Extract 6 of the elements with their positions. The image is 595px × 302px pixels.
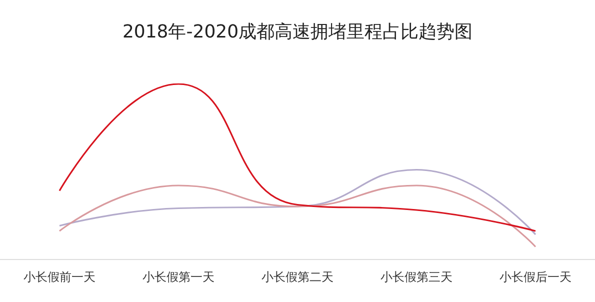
x-tick-label: 小长假第三天 (380, 270, 452, 284)
x-tick-label: 小长假前一天 (24, 270, 96, 284)
x-tick-label: 小长假第二天 (262, 270, 334, 284)
x-tick-label: 小长假后一天 (500, 270, 572, 284)
chart-title: 2018年-2020成都高速拥堵里程占比趋势图 (122, 22, 473, 42)
x-tick-label: 小长假第一天 (142, 270, 214, 284)
